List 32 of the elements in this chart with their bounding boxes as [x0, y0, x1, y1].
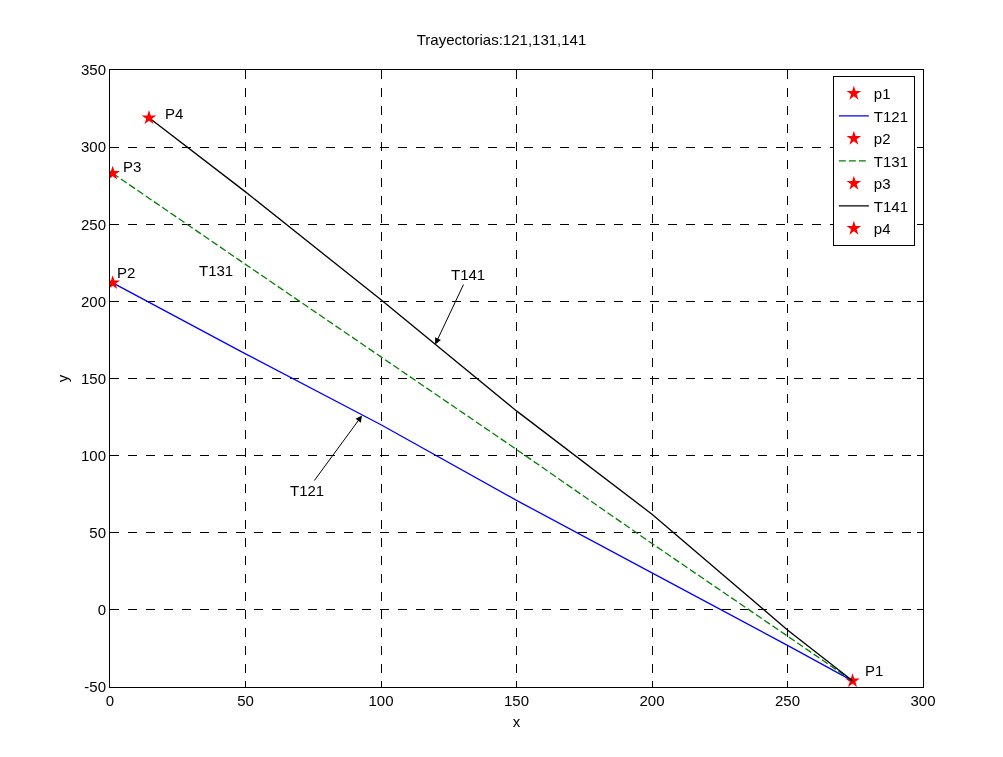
annotation: T141	[451, 266, 486, 283]
legend-label: p3	[873, 175, 891, 193]
x-axis-title: x	[512, 713, 521, 730]
annotation: P1	[865, 662, 884, 679]
annotation: P4	[165, 105, 184, 122]
y-tick-label: 200	[80, 292, 106, 310]
x-tick-label: 150	[503, 692, 530, 709]
y-tick-label: 0	[97, 601, 106, 619]
y-tick-label: 50	[89, 524, 106, 541]
y-tick-label: 100	[80, 446, 106, 464]
x-tick-label: 300	[910, 692, 936, 709]
annotation: P2	[117, 264, 136, 281]
legend-label: T131	[873, 152, 909, 170]
x-tick-label: 250	[774, 692, 801, 709]
legend-label: p1	[873, 85, 891, 103]
x-tick-label: 50	[237, 692, 254, 709]
legend-label: T121	[873, 107, 909, 125]
legend-label: T141	[873, 197, 909, 215]
annotation: T131	[199, 262, 234, 279]
y-tick-label: 150	[80, 369, 106, 387]
y-tick-label: 350	[80, 61, 106, 79]
y-tick-label: 250	[80, 215, 106, 233]
y-axis-title: y	[54, 374, 72, 383]
y-tick-label: 300	[80, 138, 106, 156]
chart-title: Trayectorias:121,131,141	[416, 30, 587, 48]
legend-label: p2	[873, 130, 891, 148]
y-tick-label: -50	[84, 678, 106, 696]
legend-label: p4	[873, 220, 891, 238]
x-tick-label: 200	[639, 692, 665, 709]
annotation: T121	[290, 482, 325, 499]
annotation: P3	[123, 158, 142, 175]
x-tick-label: 100	[368, 692, 394, 709]
